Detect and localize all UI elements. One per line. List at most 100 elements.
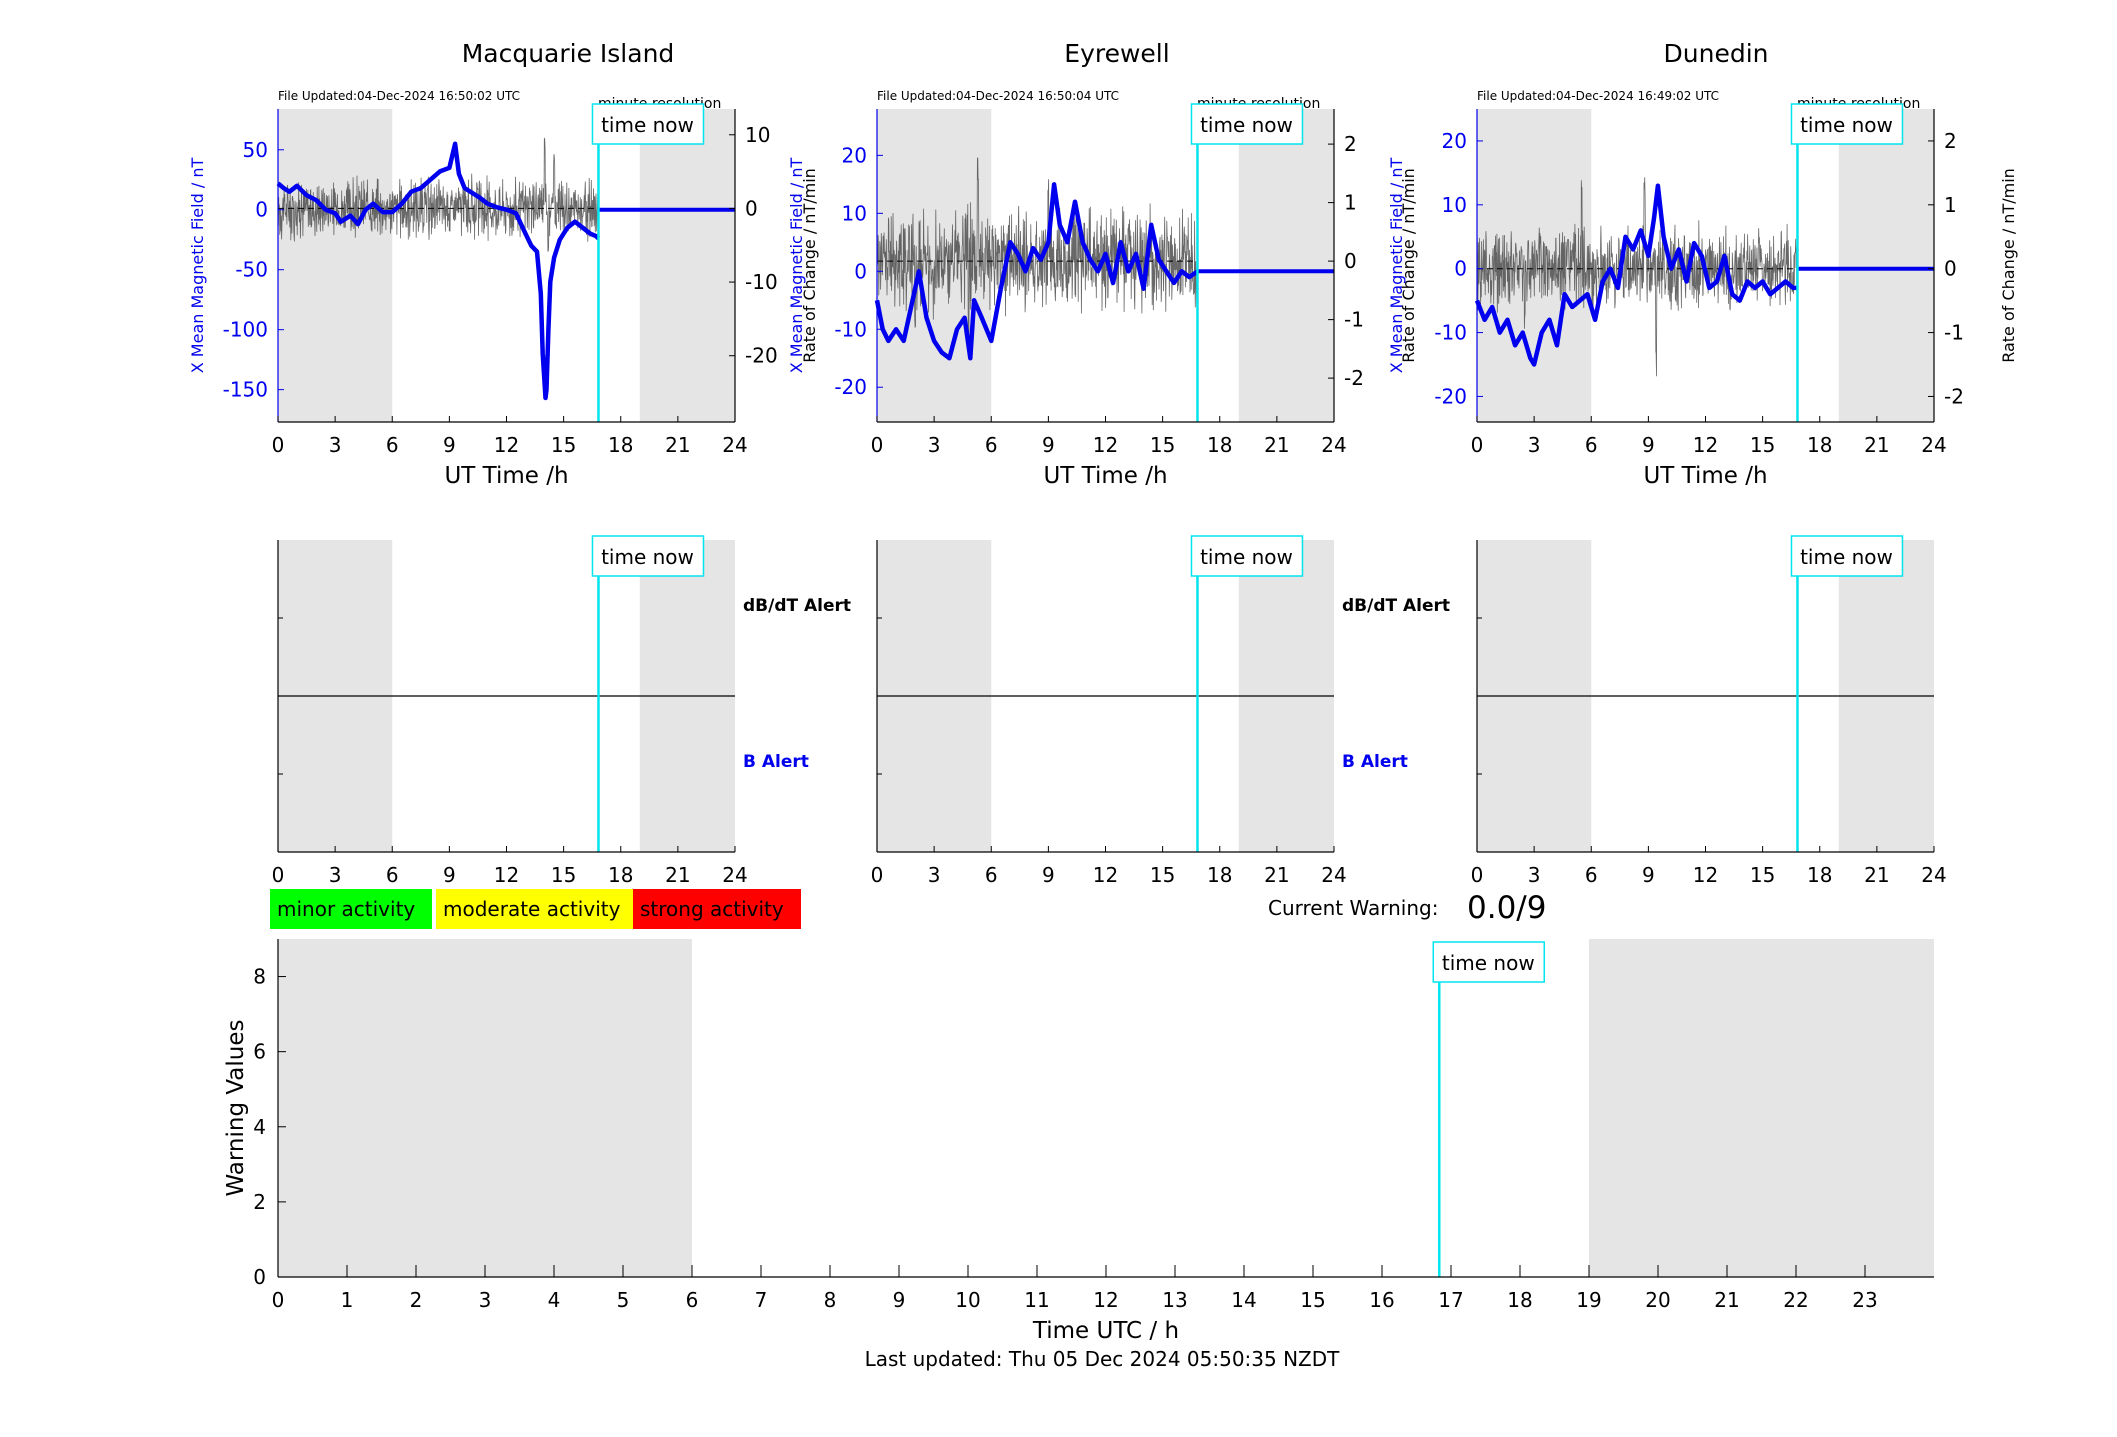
x-tick-label: 12	[1093, 1288, 1118, 1312]
x-tick-label: 18	[608, 433, 633, 457]
y-right-tick-label: 0	[1344, 249, 1357, 273]
x-tick-label: 21	[665, 433, 690, 457]
b-alert-label-eyrewell: B Alert	[1342, 752, 1408, 772]
x-tick-label: 9	[1642, 863, 1655, 887]
y-right-axis-title: Rate of Change / nT/min	[1999, 168, 2018, 363]
time-now-box	[591, 535, 705, 577]
minor-activity-swatch	[270, 889, 432, 929]
y-right-tick-label: 10	[745, 123, 770, 147]
y-left-tick-label: 0	[1454, 257, 1467, 281]
y-tick-label: 8	[253, 965, 266, 989]
x-tick-label: 9	[893, 1288, 906, 1312]
x-tick-label: 15	[551, 863, 576, 887]
x-tick-label: 10	[955, 1288, 980, 1312]
x-tick-label: 14	[1231, 1288, 1256, 1312]
file-updated-eyrewell: File Updated:04-Dec-2024 16:50:04 UTC	[877, 89, 1119, 103]
y-left-axis-title: X Mean Magnetic Field / nT	[787, 158, 806, 374]
time-now-label: time now	[601, 545, 694, 569]
dbdt-alert-label-macquarie: dB/dT Alert	[743, 596, 851, 616]
time-now-box	[1190, 103, 1304, 145]
night-shading	[639, 109, 735, 422]
x-tick-label: 24	[722, 863, 747, 887]
x-tick-label: 6	[386, 433, 399, 457]
x-tick-label: 21	[1864, 863, 1889, 887]
strong-activity-swatch	[633, 889, 801, 929]
y-right-tick-label: -2	[1344, 366, 1364, 390]
y-tick-label: 4	[253, 1115, 266, 1139]
x-tick-label: 5	[617, 1288, 630, 1312]
x-tick-label: 9	[1042, 433, 1055, 457]
field-line	[874, 182, 1199, 361]
x-tick-label: 9	[443, 433, 456, 457]
time-now-label: time now	[1200, 545, 1293, 569]
x-tick-label: 4	[548, 1288, 561, 1312]
macquarie-alert-panel: time now 0 3 6 9 12 15 18 21 24	[272, 535, 748, 887]
x-tick-label: 24	[1321, 433, 1346, 457]
y-tick-label: 6	[253, 1040, 266, 1064]
x-tick-label: 15	[1750, 433, 1775, 457]
x-tick-label: 11	[1024, 1288, 1049, 1312]
y-left-tick-label: 10	[1442, 193, 1467, 217]
x-tick-label: 12	[1093, 863, 1118, 887]
x-tick-label: 6	[1585, 433, 1598, 457]
x-tick-label: 0	[871, 433, 884, 457]
x-tick-label: 0	[272, 1288, 285, 1312]
y-left-tick-label: 20	[842, 143, 867, 167]
x-tick-label: 9	[1042, 863, 1055, 887]
y-tick-label: 0	[253, 1265, 266, 1289]
x-tick-label: 20	[1645, 1288, 1670, 1312]
time-now-box	[1790, 103, 1904, 145]
x-tick-label: 0	[272, 433, 285, 457]
x-tick-label: 3	[1528, 433, 1541, 457]
x-tick-label: 12	[494, 433, 519, 457]
y-left-tick-label: 20	[1442, 129, 1467, 153]
x-tick-label: 21	[1864, 433, 1889, 457]
x-tick-label: 6	[386, 863, 399, 887]
night-shading	[1838, 109, 1934, 422]
x-tick-label: 12	[1093, 433, 1118, 457]
y-left-tick-label: -20	[834, 375, 867, 399]
x-tick-label: 3	[329, 433, 342, 457]
moderate-activity-swatch	[436, 889, 633, 929]
x-tick-label: 15	[1150, 863, 1175, 887]
dunedin-alert-panel: time now 0 3 6 9 12 15 18 21 24	[1471, 535, 1947, 887]
x-tick-label: 3	[479, 1288, 492, 1312]
night-shading	[1589, 939, 1934, 1277]
x-axis-title: UT Time /h	[444, 463, 568, 489]
y-left-tick-label: -100	[223, 318, 268, 342]
strong-activity-label: strong activity	[640, 897, 784, 921]
x-tick-label: 7	[755, 1288, 768, 1312]
macquarie-field-panel: time now 0 3 6 9 12 15 18 21 24 50 0 -50 -100 -150 10 0 -…	[188, 103, 819, 489]
title-macquarie: Macquarie Island	[462, 39, 675, 68]
current-warning-label: Current Warning:	[1268, 896, 1438, 920]
y-left-axis-title: X Mean Magnetic Field / nT	[1387, 158, 1406, 374]
x-tick-label: 6	[985, 433, 998, 457]
x-tick-label: 18	[1807, 863, 1832, 887]
x-tick-label: 3	[1528, 863, 1541, 887]
rate-of-change-line	[1476, 177, 1798, 377]
y-left-axis-title: X Mean Magnetic Field / nT	[188, 158, 207, 374]
x-tick-label: 15	[1150, 433, 1175, 457]
y-right-tick-label: -1	[1944, 321, 1964, 345]
x-tick-label: 15	[551, 433, 576, 457]
x-tick-label: 9	[1642, 433, 1655, 457]
x-tick-label: 6	[686, 1288, 699, 1312]
y-left-tick-label: -10	[834, 317, 867, 341]
time-now-box	[1190, 535, 1304, 577]
y-right-tick-label: -10	[745, 270, 778, 294]
x-tick-label: 0	[1471, 433, 1484, 457]
x-tick-label: 18	[1807, 433, 1832, 457]
y-right-tick-label: 1	[1344, 191, 1357, 215]
x-tick-label: 18	[1507, 1288, 1532, 1312]
x-tick-label: 8	[824, 1288, 837, 1312]
x-tick-label: 12	[494, 863, 519, 887]
y-right-tick-label: 0	[745, 196, 758, 220]
minor-activity-label: minor activity	[277, 897, 415, 921]
field-line	[1474, 183, 1798, 367]
x-tick-label: 23	[1852, 1288, 1877, 1312]
y-axis-title: Warning Values	[223, 1019, 249, 1196]
dbdt-alert-label-eyrewell: dB/dT Alert	[1342, 596, 1450, 616]
last-updated: Last updated: Thu 05 Dec 2024 05:50:35 N…	[865, 1347, 1341, 1371]
